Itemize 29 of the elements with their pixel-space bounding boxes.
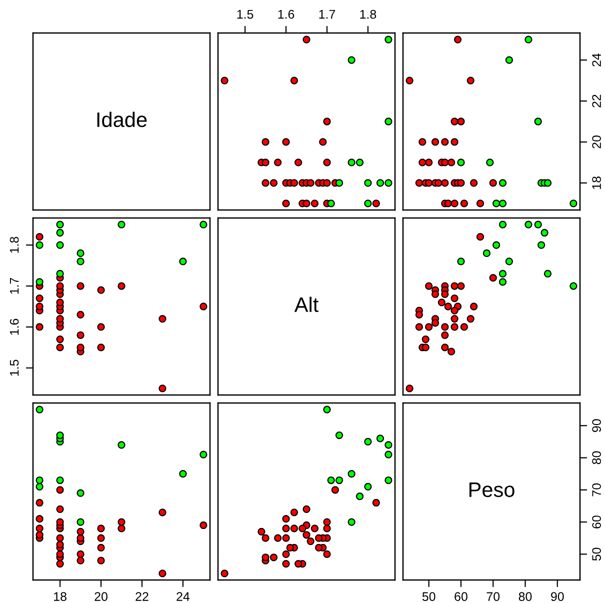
x-tick-label: 18: [54, 592, 66, 601]
y-tick-label: 18: [592, 176, 601, 189]
y-tick-label: 60: [592, 516, 601, 528]
y-tick-label: 1.8: [10, 236, 19, 253]
x-tick-label: 1.7: [319, 10, 336, 19]
y-tick-label: 24: [592, 53, 601, 66]
y-tick-label: 50: [592, 548, 601, 561]
text: Alt: [294, 296, 318, 312]
y-tick-label: 20: [592, 136, 601, 148]
x-tick-label: 80: [518, 592, 532, 601]
y-tick-label: 1.6: [10, 318, 19, 335]
x-tick-label: 20: [94, 592, 108, 601]
x-tick-label: 50: [422, 592, 436, 601]
y-tick-label: 22: [592, 94, 601, 108]
text: Peso: [469, 482, 514, 498]
x-tick-label: 60: [454, 592, 468, 601]
y-tick-label: 90: [592, 419, 601, 432]
x-tick-label: 90: [551, 592, 564, 601]
x-tick-label: 1.8: [360, 10, 376, 19]
y-tick-label: 70: [592, 483, 601, 496]
x-tick-label: 70: [486, 592, 500, 601]
x-tick-label: 24: [176, 592, 190, 601]
x-tick-label: 1.5: [237, 10, 254, 19]
x-tick-label: 22: [136, 592, 148, 601]
text: Idade: [97, 112, 147, 128]
y-tick-label: 1.7: [10, 278, 19, 294]
x-tick-label: 1.6: [278, 10, 294, 19]
y-tick-label: 80: [592, 451, 601, 464]
y-tick-label: 1.5: [10, 360, 19, 376]
